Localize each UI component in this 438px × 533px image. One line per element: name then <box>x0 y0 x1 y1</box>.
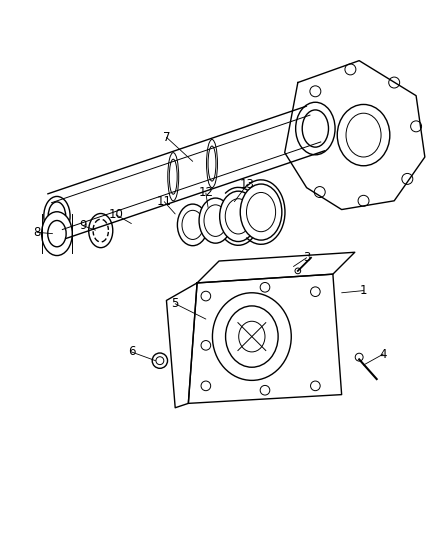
Ellipse shape <box>314 187 325 198</box>
Text: 10: 10 <box>109 208 124 221</box>
Ellipse shape <box>201 341 211 350</box>
Ellipse shape <box>168 152 179 201</box>
Ellipse shape <box>260 282 270 292</box>
Ellipse shape <box>207 140 217 188</box>
Ellipse shape <box>199 198 232 243</box>
Ellipse shape <box>44 197 70 236</box>
Text: 4: 4 <box>379 348 387 361</box>
Text: 6: 6 <box>127 345 135 358</box>
Ellipse shape <box>389 77 399 88</box>
Ellipse shape <box>310 86 321 97</box>
Text: 5: 5 <box>172 297 179 310</box>
Text: 11: 11 <box>157 195 172 208</box>
Ellipse shape <box>358 195 369 206</box>
Ellipse shape <box>410 121 421 132</box>
Ellipse shape <box>311 381 320 391</box>
Text: 12: 12 <box>198 187 213 199</box>
Text: 8: 8 <box>34 226 41 239</box>
Text: 7: 7 <box>162 131 170 144</box>
Ellipse shape <box>201 381 211 391</box>
Ellipse shape <box>296 102 335 155</box>
Ellipse shape <box>402 173 413 184</box>
Ellipse shape <box>42 212 72 255</box>
Ellipse shape <box>355 353 363 361</box>
Text: 9: 9 <box>79 219 87 232</box>
Ellipse shape <box>311 287 320 296</box>
Text: 3: 3 <box>303 251 310 264</box>
Ellipse shape <box>212 293 291 381</box>
Ellipse shape <box>88 214 113 248</box>
Ellipse shape <box>219 191 257 241</box>
Ellipse shape <box>295 268 300 274</box>
Text: 1: 1 <box>360 284 367 297</box>
Ellipse shape <box>240 184 282 240</box>
Ellipse shape <box>345 64 356 75</box>
Ellipse shape <box>152 353 167 368</box>
Ellipse shape <box>260 385 270 395</box>
Text: 13: 13 <box>240 177 255 191</box>
Ellipse shape <box>177 204 208 246</box>
Ellipse shape <box>201 291 211 301</box>
